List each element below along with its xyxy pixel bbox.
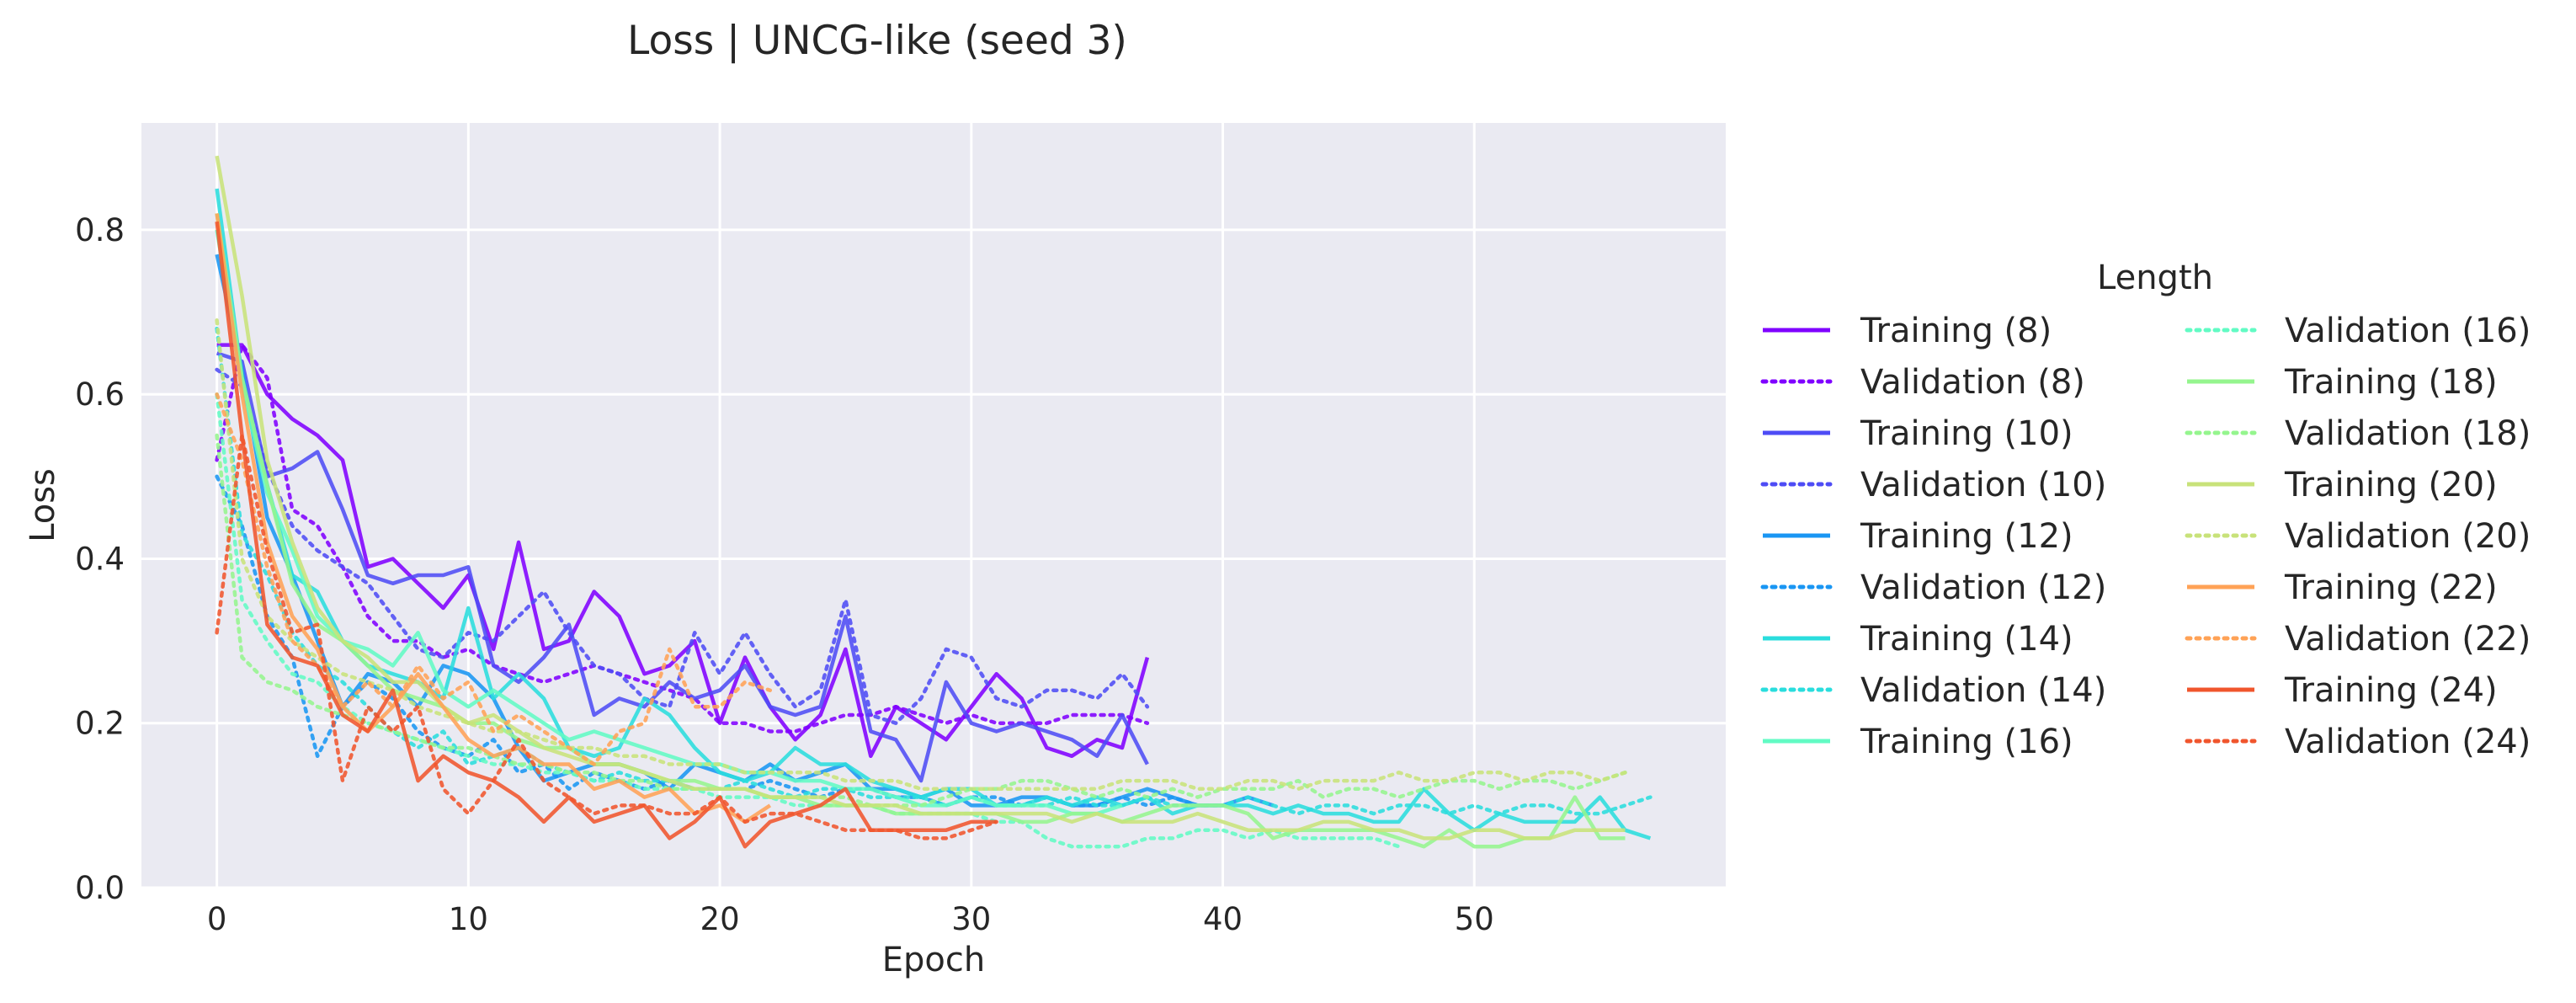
- legend-label: Validation (20): [2285, 517, 2531, 556]
- x-tick-label: 30: [951, 901, 991, 937]
- x-tick-label: 40: [1203, 901, 1243, 937]
- chart-title: Loss | UNCG-like (seed 3): [627, 18, 1127, 64]
- series-line: [215, 155, 1626, 840]
- legend-label: Training (22): [2284, 568, 2498, 607]
- x-tick-label: 20: [700, 901, 740, 937]
- legend-label: Training (10): [1860, 414, 2073, 453]
- series-lines: [215, 155, 1653, 849]
- legend-label: Validation (16): [2285, 312, 2531, 350]
- series-line: [215, 229, 1123, 816]
- series-line: [215, 221, 997, 849]
- legend-label: Training (20): [2284, 466, 2498, 504]
- legend-label: Training (16): [1860, 723, 2073, 761]
- legend-label: Validation (14): [1860, 671, 2106, 710]
- y-tick-label: 0.6: [75, 376, 125, 413]
- y-tick-label: 0.4: [75, 541, 125, 577]
- y-tick-label: 0.8: [75, 212, 125, 248]
- legend-label: Validation (10): [1860, 466, 2106, 504]
- legend-label: Training (12): [1860, 517, 2073, 556]
- plot-area: [141, 123, 1726, 888]
- legend-label: Training (8): [1860, 312, 2052, 350]
- legend-label: Validation (24): [2285, 723, 2531, 761]
- series-line: [215, 343, 1150, 734]
- series-line: [215, 213, 772, 824]
- x-tick-label: 10: [449, 901, 488, 937]
- series-line: [216, 343, 1150, 759]
- series-line: [215, 433, 998, 840]
- x-tick-label: 50: [1455, 901, 1494, 937]
- grid-lines: [141, 123, 1726, 889]
- y-axis-label: Loss: [24, 468, 62, 542]
- y-tick-label: 0.2: [75, 706, 125, 742]
- series-line: [215, 367, 1150, 725]
- series-line: [215, 433, 1627, 808]
- legend-label: Training (24): [2284, 671, 2498, 710]
- series-line: [216, 351, 1149, 783]
- tick-labels: 0 10 20 30 40 50 0.0 0.2 0.4 0.6 0.8: [75, 212, 1494, 937]
- legend-label: Training (18): [2284, 363, 2498, 402]
- legend-label: Validation (12): [1860, 568, 2106, 607]
- legend-label: Validation (18): [2285, 414, 2531, 453]
- legend-label: Validation (8): [1860, 363, 2085, 402]
- series-line: [215, 392, 773, 766]
- x-axis-label: Epoch: [882, 941, 985, 979]
- legend: Length Training (8) Validation (8) Trainin…: [1760, 259, 2531, 761]
- series-line: [215, 318, 1627, 792]
- y-tick-label: 0.0: [75, 870, 125, 906]
- legend-label: Validation (22): [2285, 620, 2531, 659]
- x-tick-label: 0: [207, 901, 227, 937]
- legend-label: Training (14): [1860, 620, 2073, 659]
- legend-title: Length: [2097, 259, 2213, 297]
